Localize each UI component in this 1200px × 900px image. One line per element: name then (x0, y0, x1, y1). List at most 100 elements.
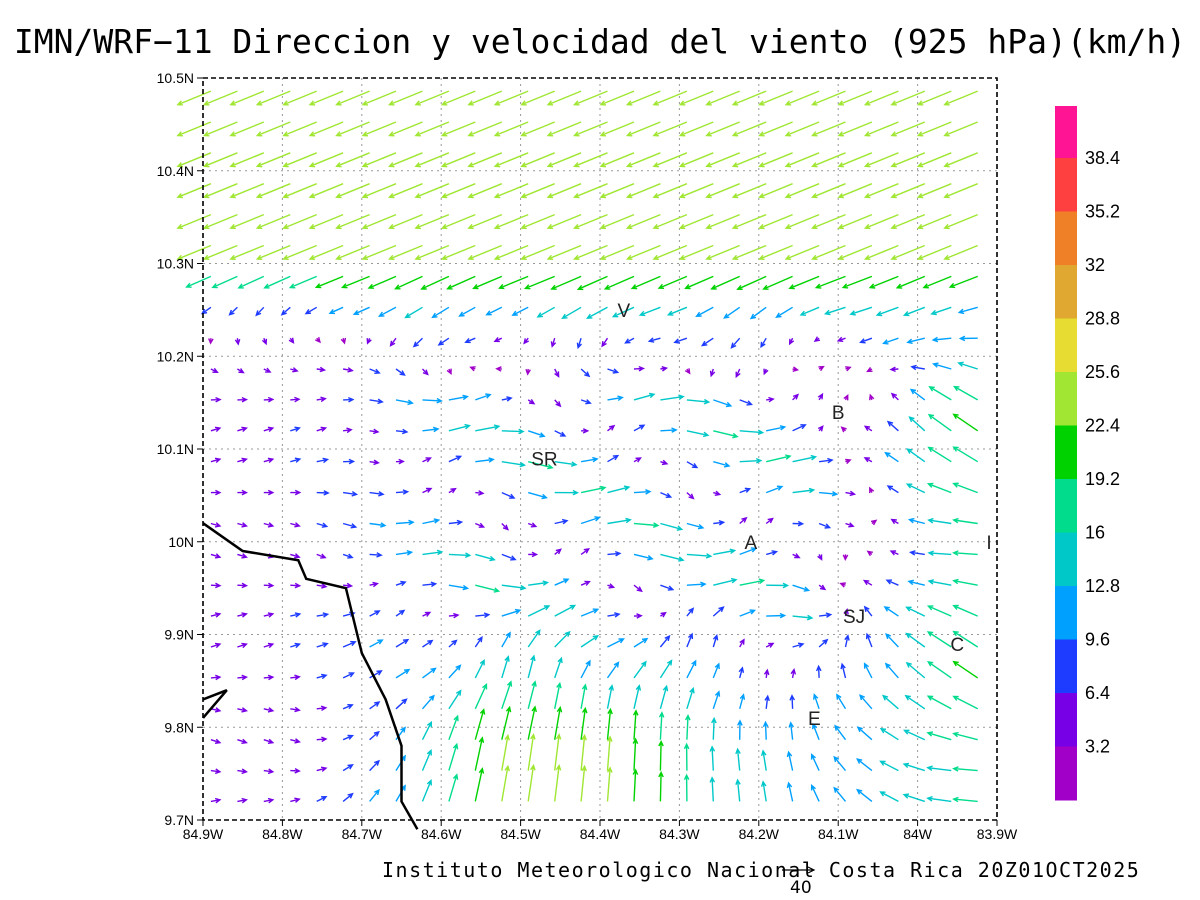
wind-vector (926, 796, 952, 803)
wind-vector (788, 721, 794, 740)
colorbar-label: 22.4 (1085, 416, 1120, 436)
wind-vector (886, 420, 899, 432)
wind-vector (554, 604, 577, 617)
wind-vector (237, 368, 245, 374)
wind-vector (952, 482, 978, 494)
wind-vector (660, 611, 667, 618)
wind-vector (810, 753, 820, 771)
wind-vector (263, 797, 275, 804)
wind-vector (237, 553, 248, 559)
wind-vector (895, 275, 926, 289)
wind-vector (952, 630, 979, 648)
wind-vector (926, 605, 952, 617)
wind-vector (606, 707, 613, 740)
wind-vector (475, 553, 496, 562)
wind-vector (546, 90, 582, 106)
wind-vector (255, 244, 291, 260)
colorbar-label: 12.8 (1085, 576, 1120, 596)
wind-vector (210, 582, 222, 589)
wind-vector (666, 306, 688, 316)
y-tick-label: 10.5N (157, 70, 194, 86)
wind-vector (863, 183, 899, 199)
wind-vector (520, 152, 555, 168)
wind-vector (282, 152, 317, 168)
wind-vector (705, 152, 740, 168)
wind-vector (890, 244, 926, 260)
wind-vector (766, 550, 779, 556)
wind-vector (282, 90, 317, 106)
wind-vector (554, 461, 578, 467)
wind-vector (813, 693, 820, 710)
wind-vector (633, 489, 652, 495)
wind-vector (928, 386, 952, 401)
wind-vector (739, 693, 746, 709)
wind-vector (328, 306, 344, 315)
wind-vector (210, 522, 222, 528)
wind-vector (812, 722, 820, 740)
wind-vector (889, 366, 899, 373)
wind-vector (263, 612, 275, 618)
wind-vector (879, 791, 899, 803)
wind-vector (210, 457, 222, 464)
wind-vector (866, 366, 873, 373)
wind-vector (705, 244, 740, 260)
wind-vector (660, 459, 669, 466)
wind-vector (308, 121, 344, 137)
wind-vector (448, 612, 460, 619)
wind-vector (237, 797, 248, 804)
wind-vector (255, 121, 291, 137)
wind-vector (843, 607, 849, 617)
wind-vector (316, 795, 328, 803)
wind-vector (210, 553, 222, 559)
wind-vector (467, 121, 503, 137)
wind-vector (633, 684, 642, 709)
wind-vector (607, 368, 620, 374)
place-label: C (950, 635, 964, 656)
wind-vector (422, 639, 434, 648)
wind-vector (422, 581, 438, 588)
wind-vector (926, 731, 952, 741)
wind-vector (361, 90, 397, 106)
wind-vector (633, 613, 643, 619)
wind-vector (758, 183, 793, 199)
wind-vector (554, 518, 569, 525)
wind-vector (695, 306, 714, 317)
wind-vector (659, 634, 671, 648)
wind-vector (739, 429, 765, 436)
wind-vector (789, 694, 796, 709)
wind-vector (705, 183, 740, 199)
wind-vector (554, 733, 562, 771)
wind-vector (739, 547, 758, 556)
wind-vector (709, 745, 716, 771)
wind-vector (765, 517, 774, 525)
wind-vector (421, 368, 429, 376)
wind-vector (335, 121, 370, 137)
wind-vector (369, 701, 381, 710)
wind-vector (493, 213, 529, 230)
wind-vector (304, 306, 318, 315)
wind-vector (817, 392, 824, 401)
wind-vector (414, 183, 450, 199)
wind-vector (369, 368, 381, 374)
wind-vector (546, 213, 582, 230)
y-tick-label: 10N (168, 534, 194, 550)
wind-vector (686, 632, 694, 648)
x-tick-label: 84.5W (500, 826, 541, 842)
wind-vector (952, 660, 979, 679)
colorbar-label: 16 (1085, 523, 1105, 543)
y-tick-label: 9.8N (164, 719, 194, 735)
wind-vector (440, 90, 476, 106)
wind-vector (202, 213, 238, 230)
wind-vector (474, 658, 485, 679)
wind-vector (361, 244, 397, 260)
wind-vector (369, 610, 381, 617)
wind-vector (836, 336, 846, 342)
x-tick-label: 84.7W (342, 826, 383, 842)
wind-vector (369, 759, 381, 772)
wind-vector (343, 427, 353, 434)
wind-vector (814, 275, 846, 289)
wind-vector (237, 674, 249, 681)
wind-vector (885, 633, 899, 648)
place-label: E (808, 709, 821, 730)
wind-vector (712, 633, 719, 648)
